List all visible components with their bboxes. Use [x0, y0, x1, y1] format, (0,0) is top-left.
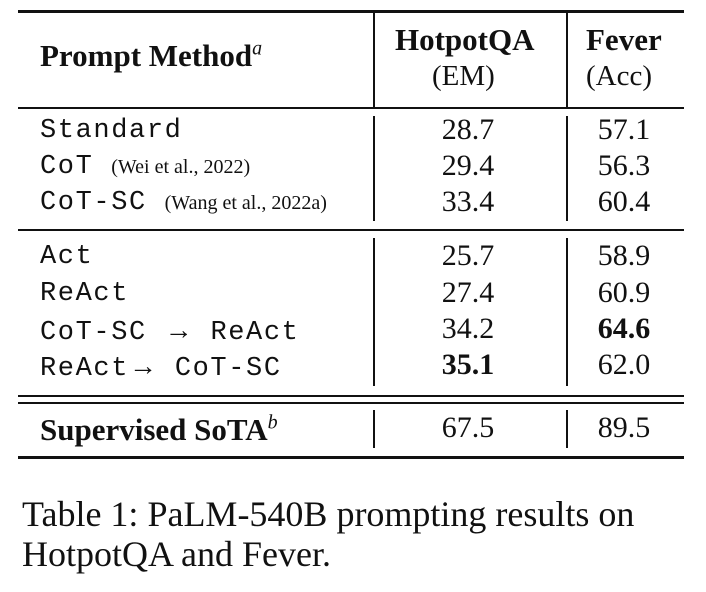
col-separator-2	[566, 116, 568, 221]
fever-value: 60.4	[597, 185, 651, 218]
col-separator-1	[373, 116, 375, 221]
table-caption: Table 1: PaLM-540B prompting results on …	[22, 494, 635, 574]
hotpotqa-column-header: HotpotQA	[395, 22, 535, 57]
col-separator-2	[566, 410, 568, 448]
col-separator-1	[373, 10, 375, 107]
double-rule-lower	[18, 402, 684, 404]
fever-value: 62.0	[597, 348, 651, 381]
col-separator-2	[566, 238, 568, 386]
fever-column-header: Fever	[586, 22, 662, 57]
method-react-to-cot-sc: ReAct→ CoT-SC	[40, 351, 282, 384]
top-rule	[18, 10, 684, 13]
hotpotqa-best-value: 35.1	[441, 348, 495, 381]
double-rule-upper	[18, 395, 684, 397]
hotpotqa-value: 27.4	[441, 276, 495, 309]
col-separator-1	[373, 238, 375, 386]
citation: (Wei et al., 2022)	[111, 156, 251, 178]
hotpotqa-value: 25.7	[441, 239, 495, 272]
fever-value: 60.9	[597, 276, 651, 309]
hotpotqa-value: 33.4	[441, 185, 495, 218]
supervised-sota-label: Supervised SoTAb	[40, 411, 278, 447]
fever-value: 56.3	[597, 149, 651, 182]
method-standard: Standard	[40, 116, 183, 146]
method-cot-sc-to-react: CoT-SC → ReAct	[40, 315, 300, 348]
method-react: ReAct	[40, 279, 130, 309]
citation: (Wang et al., 2022a)	[164, 192, 327, 214]
method-column-header: Prompt Methoda	[40, 37, 263, 73]
footnote-a: a	[252, 37, 263, 60]
hotpotqa-value: 29.4	[441, 149, 495, 182]
footnote-b: b	[267, 411, 278, 434]
method-act: Act	[40, 242, 94, 272]
col-separator-2	[566, 10, 568, 107]
fever-value: 89.5	[597, 411, 651, 444]
fever-value: 57.1	[597, 113, 651, 146]
fever-metric: (Acc)	[586, 60, 653, 92]
hotpotqa-metric: (EM)	[432, 60, 495, 92]
fever-value: 58.9	[597, 239, 651, 272]
col-separator-1	[373, 410, 375, 448]
hotpotqa-value: 67.5	[441, 411, 495, 444]
fever-best-value: 64.6	[597, 312, 651, 345]
header-rule	[18, 107, 684, 109]
bottom-rule	[18, 456, 684, 459]
group-rule	[18, 229, 684, 231]
method-cot: CoT (Wei et al., 2022)	[40, 152, 251, 182]
arrow-icon: →	[129, 351, 158, 382]
hotpotqa-value: 28.7	[441, 113, 495, 146]
arrow-icon: →	[164, 315, 193, 346]
method-cot-sc: CoT-SC (Wang et al., 2022a)	[40, 188, 327, 218]
hotpotqa-value: 34.2	[441, 312, 495, 345]
